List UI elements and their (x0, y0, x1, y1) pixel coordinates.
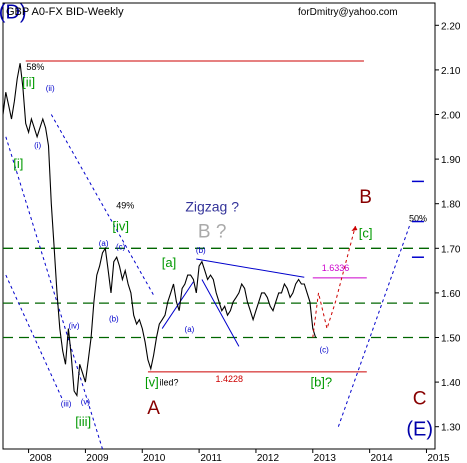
y-axis: 1.30 1.40 1.50 1.60 1.70 1.80 1.90 2.00 2.10 2.20 (435, 21, 461, 434)
annotation-26: [b]? (310, 375, 332, 390)
annotation-12: (iii) (61, 400, 72, 409)
annotation-8: (a) (99, 239, 109, 248)
annotation-22: A (147, 398, 160, 419)
annotation-13: (v) (81, 397, 91, 406)
annotation-16: B ? (198, 222, 227, 243)
y-tick-label-9: 2.20 (441, 21, 461, 32)
annotation-21: iled? (159, 378, 178, 388)
y-tick-label-5: 1.80 (441, 200, 461, 211)
trend-lines (5, 114, 410, 450)
x-tick-label-3: 2011 (200, 453, 222, 463)
chart-title: GBP A0-FX BID-Weekly (6, 6, 124, 18)
annotation-20: [v] (145, 375, 159, 390)
y-tick-label-0: 1.30 (441, 423, 461, 434)
projected-path-arrowhead (351, 226, 358, 231)
trend-line-0 (5, 136, 103, 450)
y-tick-label-2: 1.50 (441, 334, 461, 345)
annotation-24: 1.6336 (322, 263, 350, 273)
annotation-1: 58% (26, 62, 44, 72)
annotation-3: (ii) (46, 84, 55, 93)
x-tick-label-5: 2013 (314, 453, 337, 463)
price-line-0 (2, 63, 317, 398)
annotation-31: (E) (406, 419, 433, 441)
annotation-19: (a) (185, 325, 195, 334)
annotation-2: [ii] (22, 74, 35, 89)
annotation-28: [c] (359, 226, 373, 241)
x-tick-label-2: 2010 (143, 453, 166, 463)
wave-labels: (D)58%[ii] (ii)(i)[i]49%[iv](a) (c)(b)(iv)… (0, 2, 433, 441)
annotation-23: 1.4228 (215, 374, 243, 384)
watermark: forDmitry@yahoo.com (298, 7, 398, 18)
trend-line-3 (196, 258, 305, 278)
annotation-30: C (413, 388, 427, 409)
annotation-9: (c) (116, 243, 126, 252)
y-tick-label-6: 1.90 (441, 155, 461, 166)
trend-line-1 (50, 114, 155, 296)
annotation-10: (b) (109, 314, 119, 323)
annotation-6: 49% (116, 201, 134, 211)
projection-path (312, 225, 358, 338)
annotation-15: Zigzag ? (185, 198, 239, 214)
x-tick-label-7: 2015 (427, 453, 450, 463)
trend-line-2 (5, 274, 64, 401)
right-tick-marks (411, 180, 424, 258)
annotation-29: 50% (409, 214, 427, 224)
annotation-14: [iii] (75, 414, 91, 429)
annotation-17: (b) (196, 246, 206, 255)
annotation-7: [iv] (112, 218, 129, 233)
annotation-5: [i] (13, 156, 23, 171)
annotation-11: (iv) (68, 322, 79, 331)
y-tick-label-7: 2.00 (441, 111, 461, 122)
y-tick-label-1: 1.40 (441, 378, 461, 389)
y-tick-label-4: 1.70 (441, 244, 461, 255)
x-tick-label-4: 2012 (257, 453, 280, 463)
trend-line-5 (201, 279, 240, 347)
y-tick-label-8: 2.10 (441, 66, 461, 77)
x-tick-label-0: 2008 (29, 453, 52, 463)
annotation-4: (i) (34, 141, 41, 150)
x-tick-label-6: 2014 (371, 453, 394, 463)
annotation-0: (D) (0, 2, 27, 24)
price-series (2, 63, 317, 398)
y-tick-label-3: 1.60 (441, 289, 461, 300)
x-tick-label-1: 2009 (86, 453, 109, 463)
annotation-25: (c) (319, 346, 329, 355)
annotation-18: [a] (162, 255, 176, 270)
x-axis: 2008 2009 2010 2011 2012 2013 2014 2015 (28, 449, 450, 463)
annotation-27: B (359, 187, 372, 208)
plot-frame (2, 2, 436, 450)
